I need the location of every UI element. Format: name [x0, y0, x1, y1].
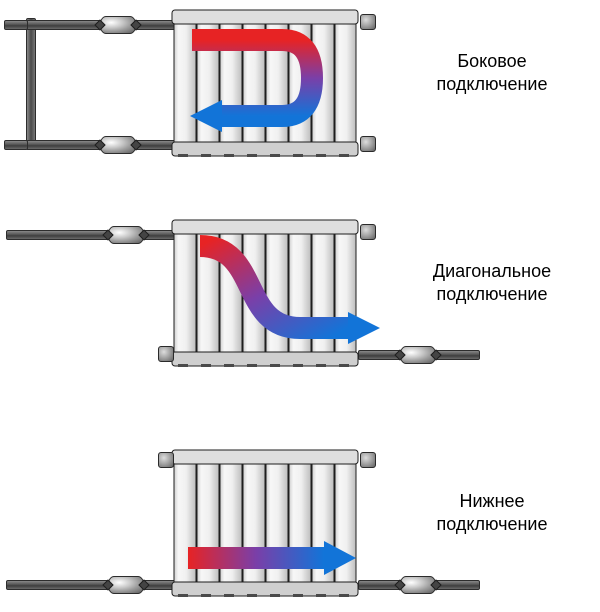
stub-bottom-left: [4, 140, 28, 150]
caption-line1: Диагональное: [433, 261, 551, 281]
valve-in: [100, 16, 136, 34]
radiator: [170, 448, 360, 598]
row-diagonal: Диагональное подключение: [0, 218, 600, 408]
row-bottom: Нижнее подключение: [0, 428, 600, 612]
valve-out: [100, 136, 136, 154]
caption-line2: подключение: [437, 284, 548, 304]
plug-bottom-left: [158, 346, 174, 362]
caption-line1: Боковое: [457, 51, 526, 71]
radiator: [170, 218, 360, 368]
plug-top-right: [360, 224, 376, 240]
valve-out: [400, 576, 436, 594]
plug-top-right: [360, 14, 376, 30]
caption: Боковое подключение: [392, 50, 592, 95]
caption-line2: подключение: [437, 514, 548, 534]
caption: Нижнее подключение: [392, 490, 592, 535]
plug-top-left: [158, 452, 174, 468]
caption-line2: подключение: [437, 74, 548, 94]
valve-in: [108, 576, 144, 594]
riser-pipe: [26, 18, 36, 150]
pipe-in-bottom: [6, 580, 176, 590]
plug-bottom-right: [360, 136, 376, 152]
valve-in: [108, 226, 144, 244]
stub-top-left: [4, 20, 28, 30]
plug-top-right: [360, 452, 376, 468]
row-side: Боковое подключение: [0, 8, 600, 198]
caption: Диагональное подключение: [392, 260, 592, 305]
page: Боковое подключение: [0, 0, 600, 612]
pipe-in-top: [6, 230, 176, 240]
valve-out: [400, 346, 436, 364]
caption-line1: Нижнее: [459, 491, 524, 511]
radiator: [170, 8, 360, 158]
